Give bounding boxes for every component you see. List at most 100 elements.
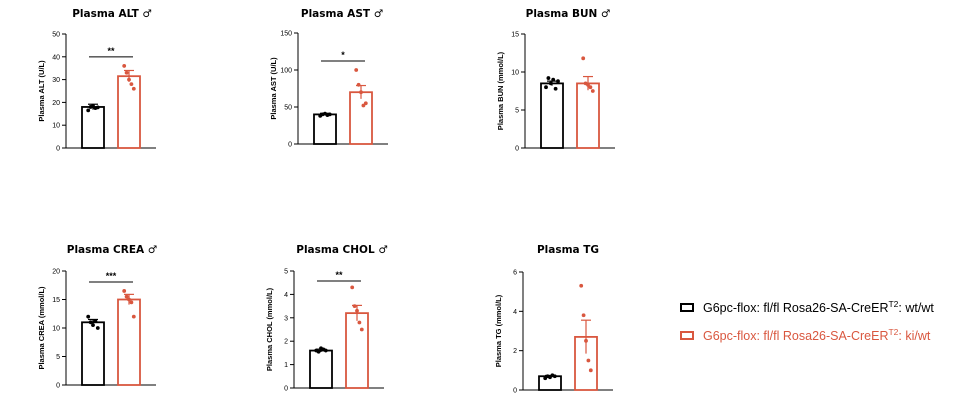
bar-control <box>81 321 105 386</box>
bar-treatment <box>117 298 141 386</box>
y-tick-label: 0 <box>284 386 288 393</box>
data-point <box>323 348 328 353</box>
data-point <box>124 294 129 299</box>
bar-control <box>81 106 105 149</box>
data-point <box>590 89 595 93</box>
y-tick-label: 0 <box>56 383 60 390</box>
y-tick-label: 100 <box>280 68 292 75</box>
y-tick-label: 10 <box>52 326 60 333</box>
data-point <box>127 77 131 82</box>
significance-label: *** <box>106 271 117 281</box>
significance-label: * <box>341 50 345 60</box>
chart-title: Plasma TG <box>537 244 599 256</box>
y-tick-label: 1 <box>284 362 288 369</box>
data-point <box>544 85 548 90</box>
bar-control <box>313 113 337 145</box>
data-point <box>552 374 557 379</box>
y-tick-label: 150 <box>280 31 292 38</box>
y-axis-label: Plasma CHOL (mmol/L) <box>265 287 274 371</box>
y-tick-label: 15 <box>511 32 519 39</box>
y-tick-label: 0 <box>513 388 517 395</box>
data-point <box>88 320 93 325</box>
y-tick-label: 5 <box>515 108 519 115</box>
data-point <box>551 77 556 82</box>
data-point <box>327 112 332 117</box>
y-tick-label: 50 <box>284 105 292 112</box>
chart-panel-5: Plasma CHOL ♂ 0 1 2 3 4 5 Plasma CHOL (mmol/L) *… <box>265 244 388 393</box>
legend-label-control: G6pc-flox: fl/fl Rosa26-SA-CreERT2: wt/w… <box>703 298 934 316</box>
data-point <box>95 326 100 330</box>
chart-panel-1: Plasma ALT ♂ 0 10 20 30 40 50 Plasma ALT (U/L) *… <box>37 8 156 153</box>
chart-panel-2: Plasma AST ♂ 0 50 100 150 Plasma AST (U/L) * <box>269 8 388 149</box>
data-point <box>553 86 558 91</box>
data-point <box>581 313 586 318</box>
data-point <box>86 314 91 319</box>
bar-treatment <box>576 82 600 149</box>
y-tick-label: 10 <box>511 70 519 77</box>
legend-item-treatment: G6pc-flox: fl/fl Rosa26-SA-CreERT2: ki/w… <box>680 327 934 343</box>
data-point <box>129 300 134 305</box>
y-axis-label: Plasma BUN (mmol/L) <box>496 51 505 130</box>
chart-title: Plasma CREA ♂ <box>67 244 157 256</box>
bar-treatment <box>117 75 141 149</box>
chart-title: Plasma ALT ♂ <box>72 8 152 20</box>
data-point <box>91 323 95 328</box>
y-tick-label: 20 <box>52 100 60 107</box>
chart-panel-4: Plasma CREA ♂ 0 5 10 15 20 Plasma CREA (mmol/L… <box>37 244 157 390</box>
data-point <box>363 101 368 106</box>
y-tick-label: 20 <box>52 269 60 276</box>
chart-title: Plasma CHOL ♂ <box>296 244 388 256</box>
y-axis-label: Plasma TG (mmol/L) <box>494 294 503 367</box>
legend-swatch-treatment <box>680 330 694 340</box>
data-point <box>91 103 95 108</box>
data-point <box>124 70 129 75</box>
y-tick-label: 4 <box>284 292 288 299</box>
y-tick-label: 40 <box>52 54 60 61</box>
chart-panel-6: Plasma TG 0 2 4 6 Plasma TG (mmol/L) <box>494 244 613 395</box>
data-point <box>354 68 359 72</box>
data-point <box>131 314 136 319</box>
legend-swatch-control <box>680 302 694 312</box>
data-point <box>122 64 127 68</box>
data-point <box>86 108 91 113</box>
y-tick-label: 3 <box>284 315 288 322</box>
y-tick-label: 5 <box>284 269 288 276</box>
chart-title: Plasma AST ♂ <box>301 8 383 20</box>
y-tick-label: 4 <box>513 309 517 316</box>
y-axis-label: Plasma CREA (mmol/L) <box>37 286 46 370</box>
y-tick-label: 6 <box>513 270 517 277</box>
y-axis-label: Plasma AST (U/L) <box>269 57 278 120</box>
data-point <box>359 90 363 95</box>
data-point <box>588 368 593 373</box>
data-point <box>548 81 553 86</box>
data-point <box>93 319 98 324</box>
bar-treatment <box>349 91 373 145</box>
data-point <box>95 105 100 110</box>
y-tick-label: 5 <box>56 354 60 361</box>
data-point <box>579 283 584 288</box>
data-point <box>131 86 136 91</box>
chart-title: Plasma BUN ♂ <box>526 8 611 20</box>
data-point <box>129 82 134 87</box>
data-point <box>352 304 357 308</box>
y-tick-label: 30 <box>52 77 60 84</box>
data-point <box>359 327 364 332</box>
data-point <box>350 285 355 290</box>
significance-label: ** <box>107 46 115 56</box>
significance-label: ** <box>335 270 343 280</box>
data-point <box>122 289 127 293</box>
legend: G6pc-flox: fl/fl Rosa26-SA-CreERT2: wt/w… <box>680 298 934 356</box>
data-point <box>356 82 361 87</box>
chart-panel-3: Plasma BUN ♂ 0 5 10 15 Plasma BUN (mmol/L) <box>496 8 615 153</box>
y-tick-label: 10 <box>52 123 60 130</box>
bar-control <box>309 349 333 389</box>
y-tick-label: 0 <box>515 146 519 153</box>
data-point <box>127 297 131 302</box>
data-point <box>316 349 321 354</box>
y-axis-label: Plasma ALT (U/L) <box>37 60 46 122</box>
data-point <box>355 308 359 313</box>
y-tick-label: 50 <box>52 32 60 39</box>
legend-item-control: G6pc-flox: fl/fl Rosa26-SA-CreERT2: wt/w… <box>680 298 934 316</box>
data-point <box>361 103 366 108</box>
